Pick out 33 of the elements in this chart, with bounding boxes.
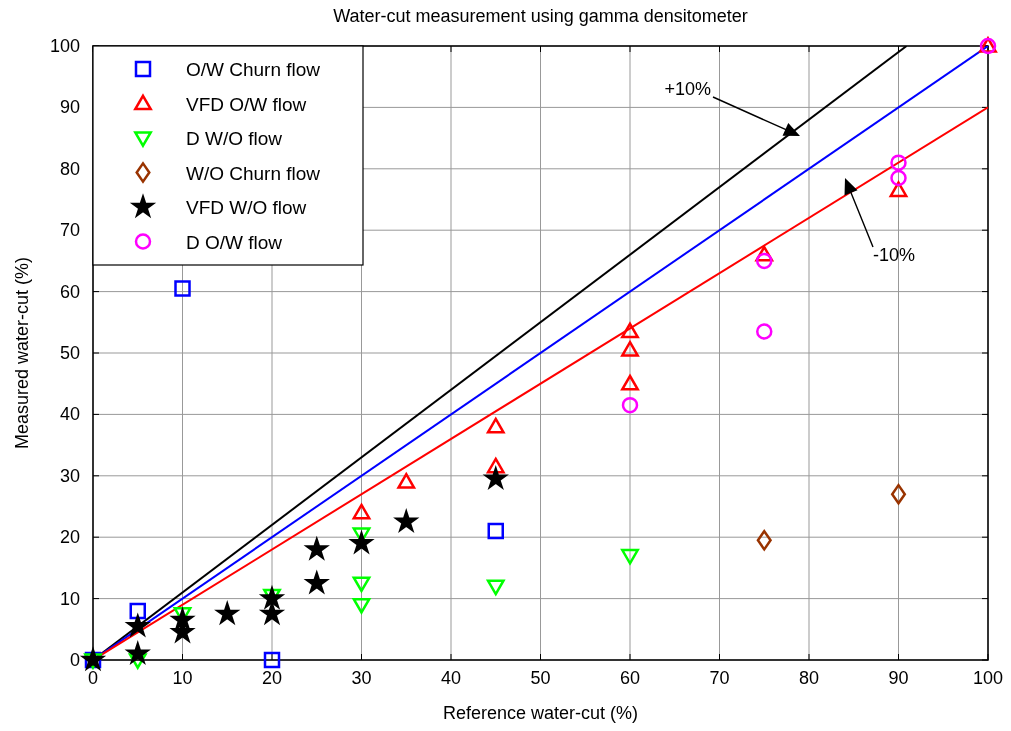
x-tick-label: 50 [530, 668, 551, 688]
legend-label: D W/O flow [186, 128, 283, 149]
legend-label: VFD W/O flow [186, 197, 307, 218]
y-tick-label: 10 [59, 588, 80, 609]
x-tick-label: 90 [888, 668, 909, 688]
x-tick-label: 20 [261, 668, 283, 688]
x-tick-label: 40 [440, 668, 462, 688]
y-tick-label: 60 [59, 281, 80, 302]
x-tick-label: 0 [87, 668, 99, 688]
legend-label: W/O Churn flow [186, 162, 321, 184]
annotation: -10% [873, 245, 916, 265]
legend-label: O/W Churn flow [186, 59, 321, 80]
x-tick-label: 60 [619, 668, 641, 688]
chart-title: Water-cut measurement using gamma densitometer [333, 6, 748, 26]
y-tick-label: 50 [59, 343, 80, 363]
annotation: +10% [664, 79, 711, 99]
x-tick-label: 10 [172, 668, 193, 688]
x-axis-title: Reference water-cut (%) [442, 703, 639, 723]
y-axis-title: Measured water-cut (%) [12, 256, 32, 450]
y-tick-label: 40 [59, 404, 80, 425]
x-tick-label: 70 [709, 668, 730, 688]
y-tick-label: 0 [69, 650, 80, 670]
y-tick-label: 80 [59, 158, 80, 179]
x-tick-label: 30 [351, 668, 372, 688]
x-tick-label: 100 [972, 668, 1004, 688]
y-tick-label: 70 [59, 220, 80, 241]
legend-label: D O/W flow [186, 231, 283, 253]
legend-label: VFD O/W flow [186, 93, 307, 115]
y-tick-label: 30 [59, 465, 80, 486]
y-tick-label: 90 [59, 97, 80, 118]
x-tick-label: 80 [798, 668, 820, 688]
y-tick-label: 100 [49, 36, 80, 56]
y-tick-label: 20 [59, 527, 80, 548]
